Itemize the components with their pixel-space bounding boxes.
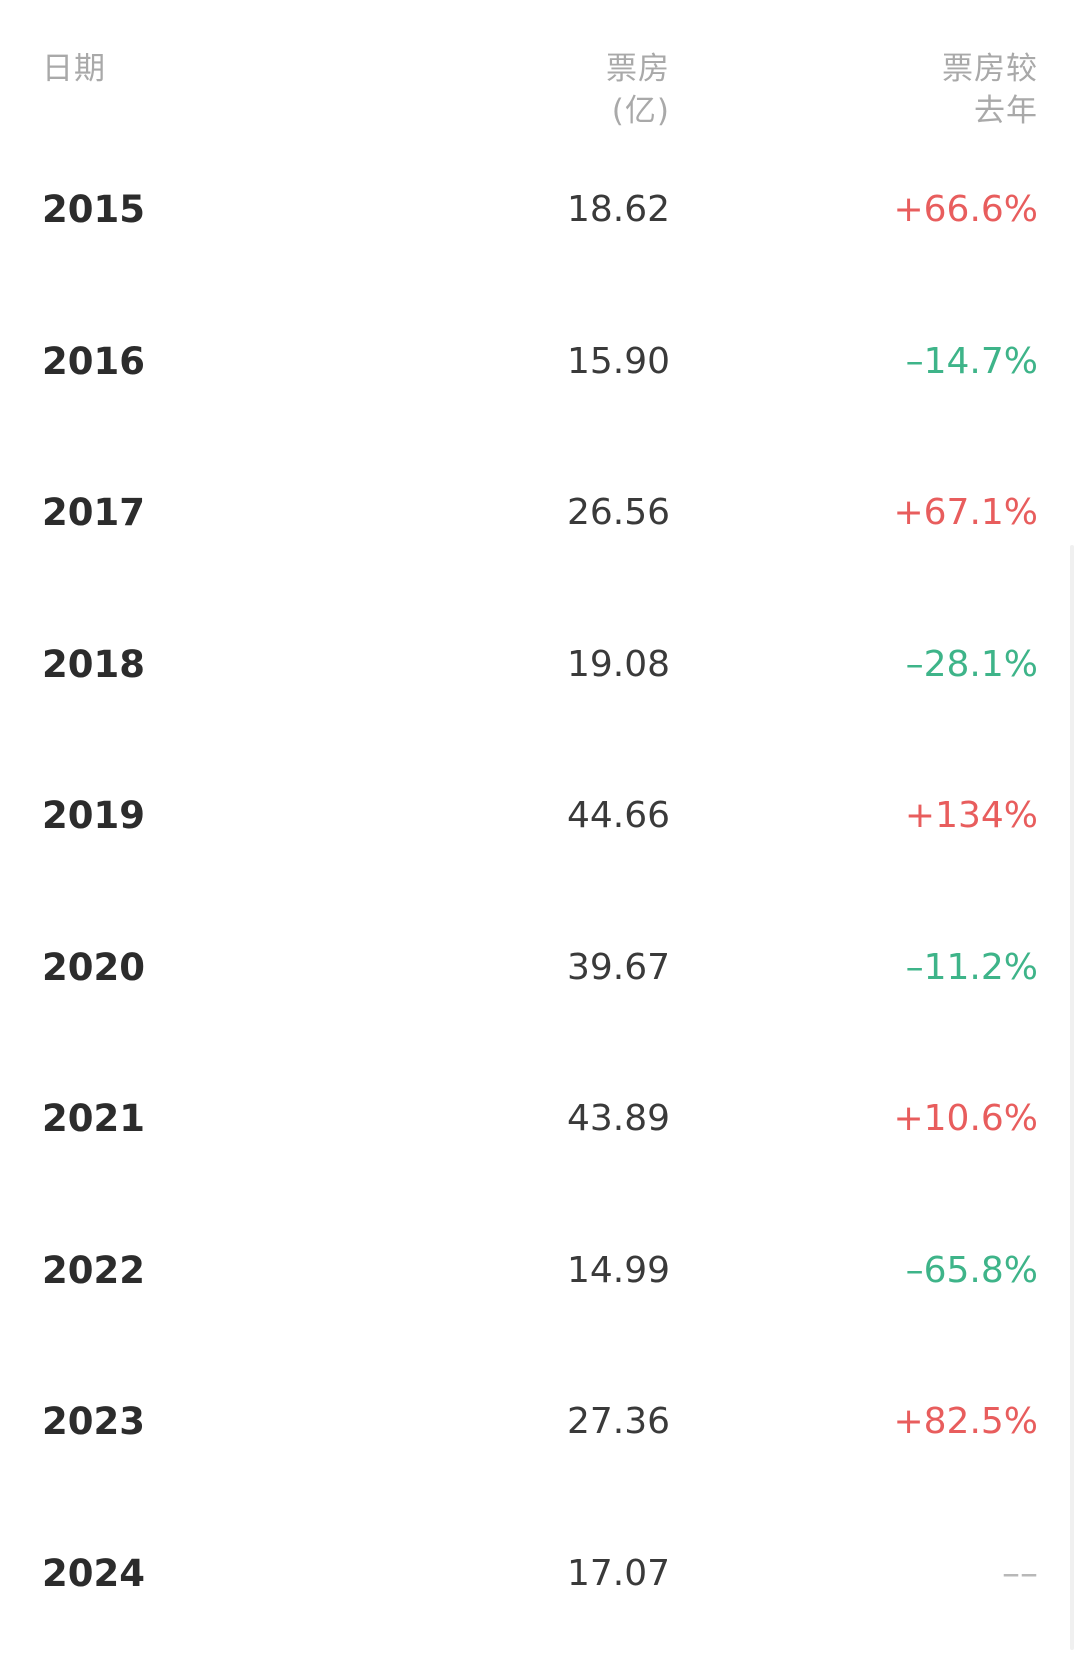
- header-box-office-unit: (亿): [606, 90, 670, 132]
- year-cell: 2021: [42, 1059, 145, 1179]
- year-cell: 2017: [42, 453, 145, 573]
- yoy-change-cell: +66.6%: [893, 150, 1038, 270]
- yoy-change-cell: –28.1%: [906, 605, 1038, 725]
- table-row[interactable]: 2018 19.08 –28.1%: [0, 605, 1080, 757]
- year-cell: 2015: [42, 150, 145, 270]
- box-office-cell: 15.90: [567, 302, 670, 422]
- box-office-cell: 14.99: [567, 1211, 670, 1331]
- year-cell: 2023: [42, 1362, 145, 1482]
- box-office-cell: 17.07: [567, 1514, 670, 1634]
- yoy-change-cell: +82.5%: [893, 1362, 1038, 1482]
- header-yoy-change[interactable]: 票房较 去年: [942, 48, 1038, 132]
- header-box-office-label: 票房: [606, 48, 670, 90]
- scrollbar[interactable]: [1070, 545, 1074, 1650]
- year-cell: 2019: [42, 756, 145, 876]
- table-row[interactable]: 2017 26.56 +67.1%: [0, 453, 1080, 605]
- header-date[interactable]: 日期: [42, 48, 106, 90]
- year-cell: 2016: [42, 302, 145, 422]
- table-row[interactable]: 2021 43.89 +10.6%: [0, 1059, 1080, 1211]
- table-row[interactable]: 2019 44.66 +134%: [0, 756, 1080, 908]
- year-cell: 2018: [42, 605, 145, 725]
- box-office-cell: 44.66: [567, 756, 670, 876]
- yoy-change-cell: +67.1%: [893, 453, 1038, 573]
- box-office-cell: 43.89: [567, 1059, 670, 1179]
- header-date-label: 日期: [42, 48, 106, 90]
- yoy-change-cell: ––: [1002, 1514, 1038, 1634]
- year-cell: 2022: [42, 1211, 145, 1331]
- table-row[interactable]: 2020 39.67 –11.2%: [0, 908, 1080, 1060]
- table-row[interactable]: 2016 15.90 –14.7%: [0, 302, 1080, 454]
- table-header: 日期 票房 (亿) 票房较 去年: [0, 0, 1080, 150]
- box-office-cell: 19.08: [567, 605, 670, 725]
- yoy-change-cell: –14.7%: [906, 302, 1038, 422]
- header-yoy-change-label: 票房较: [942, 48, 1038, 90]
- box-office-cell: 27.36: [567, 1362, 670, 1482]
- yoy-change-cell: –65.8%: [906, 1211, 1038, 1331]
- table-row[interactable]: 2023 27.36 +82.5%: [0, 1362, 1080, 1514]
- table-row[interactable]: 2024 17.07 ––: [0, 1514, 1080, 1665]
- box-office-cell: 18.62: [567, 150, 670, 270]
- year-cell: 2024: [42, 1514, 145, 1634]
- table-row[interactable]: 2022 14.99 –65.8%: [0, 1211, 1080, 1363]
- yoy-change-cell: –11.2%: [906, 908, 1038, 1028]
- yoy-change-cell: +10.6%: [893, 1059, 1038, 1179]
- header-box-office[interactable]: 票房 (亿): [606, 48, 670, 132]
- yoy-change-cell: +134%: [905, 756, 1038, 876]
- box-office-cell: 39.67: [567, 908, 670, 1028]
- table-body: 2015 18.62 +66.6% 2016 15.90 –14.7% 2017 26.56 +…: [0, 150, 1080, 1665]
- header-yoy-change-label-2: 去年: [942, 90, 1038, 132]
- box-office-cell: 26.56: [567, 453, 670, 573]
- year-cell: 2020: [42, 908, 145, 1028]
- table-row[interactable]: 2015 18.62 +66.6%: [0, 150, 1080, 302]
